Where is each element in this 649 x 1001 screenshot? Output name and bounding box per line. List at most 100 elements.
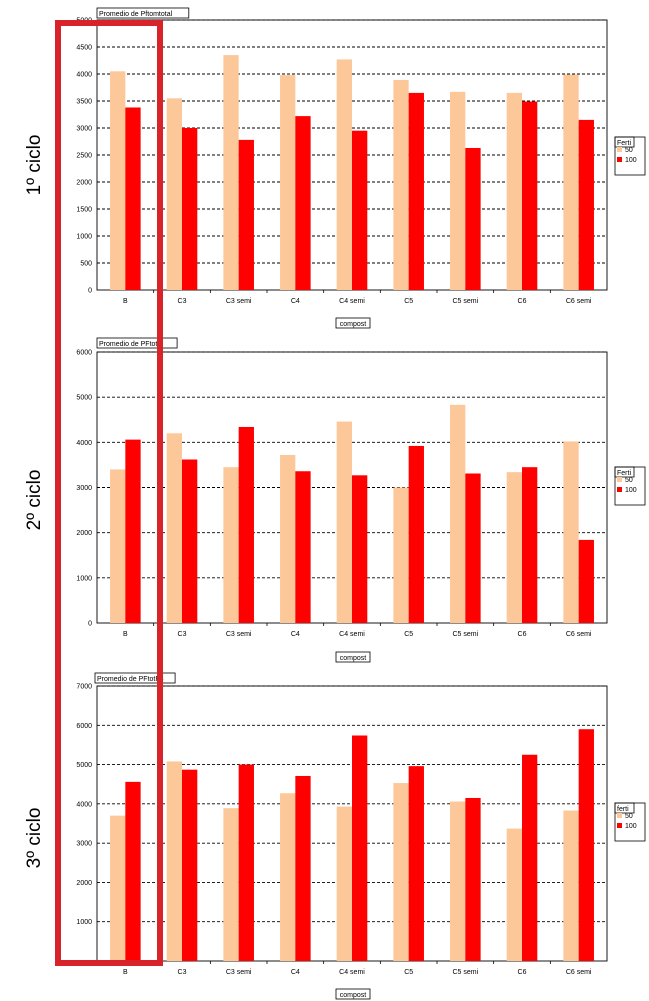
cycle-label: 2º ciclo <box>24 470 45 531</box>
bar-100-c6-semi <box>578 729 594 961</box>
x-tick-label: C6 <box>518 631 527 638</box>
chart-title: Promedio de PFtotF3 <box>97 676 164 683</box>
bar-50-c3 <box>166 761 182 961</box>
bar-50-c6-semi <box>563 810 579 961</box>
x-tick-label: C5 <box>404 298 413 305</box>
legend-title: ferti <box>617 806 629 813</box>
legend-swatch-50 <box>617 813 622 818</box>
x-axis-label-box <box>335 988 371 1000</box>
bar-100-c3-semi <box>238 764 254 961</box>
x-tick-label: C3 <box>178 631 187 638</box>
bar-100-c6-semi <box>578 539 594 623</box>
bar-100-c3 <box>182 769 198 961</box>
bar-100-c5 <box>408 92 424 291</box>
bar-50-c6-semi <box>563 441 579 623</box>
x-tick-label: C4 <box>291 298 300 305</box>
bar-50-c5-semi <box>450 801 466 961</box>
x-axis-label: compost <box>340 992 367 999</box>
bar-100-b <box>125 781 141 961</box>
y-tick-label: 3000 <box>76 485 92 492</box>
y-tick-label: 2000 <box>76 180 92 187</box>
y-tick-label: 3000 <box>76 126 92 133</box>
x-tick-label: C3 semi <box>226 631 252 638</box>
x-tick-label: C5 semi <box>452 631 478 638</box>
legend-swatch-50 <box>617 147 622 152</box>
legend-swatch-100 <box>617 487 622 492</box>
bar-100-c5-semi <box>465 473 481 623</box>
y-tick-label: 4500 <box>76 45 92 52</box>
bar-50-c5 <box>393 783 409 961</box>
bar-100-c4-semi <box>352 475 368 623</box>
bar-50-b <box>110 815 126 961</box>
bar-50-c4-semi <box>336 59 352 290</box>
bar-50-c3 <box>166 433 182 623</box>
chart-title-box <box>94 672 176 684</box>
bar-50-c6-semi <box>563 74 579 290</box>
x-tick-label: C3 semi <box>226 298 252 305</box>
bar-100-c3 <box>182 459 198 623</box>
x-tick-label: C6 <box>518 298 527 305</box>
legend-entry-50: 50 <box>625 477 633 484</box>
chart-title-box <box>96 7 190 19</box>
y-tick-label: 1500 <box>76 207 92 214</box>
bar-100-c6 <box>522 467 538 623</box>
bar-100-c5 <box>408 766 424 961</box>
bar-50-c4 <box>280 793 296 961</box>
bar-50-c6 <box>506 828 522 961</box>
bar-50-b <box>110 71 126 290</box>
bar-100-c4-semi <box>352 735 368 961</box>
bar-50-c5-semi <box>450 91 466 290</box>
bar-100-c3-semi <box>238 426 254 623</box>
bar-50-c6 <box>506 92 522 291</box>
legend-entry-50: 50 <box>625 147 633 154</box>
cycle-label: 3º ciclo <box>24 808 45 869</box>
bar-100-c4 <box>295 116 311 291</box>
y-tick-label: 0 <box>88 621 92 628</box>
x-tick-label: C4 <box>291 631 300 638</box>
x-tick-label: C3 <box>178 969 187 976</box>
x-tick-label: C3 semi <box>226 969 252 976</box>
bar-100-c6 <box>522 754 538 961</box>
x-axis-label: compost <box>340 655 367 662</box>
y-tick-label: 1000 <box>76 234 92 241</box>
chart-3: 3º ciclo Promedio de PFtotF3 1000 2000 3000 4… <box>24 672 646 1000</box>
y-tick-label: 3500 <box>76 99 92 106</box>
chart-1: 1º ciclo Promedio de Pftomtotal 0 500 1000 15… <box>24 7 646 329</box>
legend-entry-50: 50 <box>625 813 633 820</box>
bar-50-c5-semi <box>450 404 466 623</box>
x-tick-label: C5 <box>404 969 413 976</box>
y-tick-label: 5000 <box>76 395 92 402</box>
chart-2: 2º ciclo Promedio de PFtotf2 0 1000 2000 3000… <box>24 337 646 663</box>
bar-50-c4 <box>280 454 296 623</box>
bar-50-c4-semi <box>336 806 352 961</box>
bar-50-b <box>110 469 126 623</box>
legend-title: Ferti <box>617 140 631 147</box>
chart-title-box <box>96 337 178 349</box>
legend-swatch-100 <box>617 823 622 828</box>
y-tick-label: 500 <box>80 261 92 268</box>
y-tick-label: 4000 <box>76 440 92 447</box>
bar-100-c5 <box>408 445 424 623</box>
x-tick-label: C4 <box>291 969 300 976</box>
bar-100-b <box>125 439 141 623</box>
bar-50-c3-semi <box>223 55 239 290</box>
y-tick-label: 3000 <box>76 841 92 848</box>
y-tick-label: 2000 <box>76 530 92 537</box>
chart-title: Promedio de PFtotf2 <box>99 341 163 348</box>
x-axis-label: compost <box>340 321 367 328</box>
bar-100-b <box>125 107 141 290</box>
x-axis-label-box <box>335 317 371 329</box>
bar-50-c5 <box>393 487 409 623</box>
cycle-label: 1º ciclo <box>24 135 45 196</box>
x-tick-label: C6 semi <box>566 631 592 638</box>
bar-100-c5-semi <box>465 797 481 961</box>
x-tick-label: C6 semi <box>566 969 592 976</box>
x-axis-label-box <box>335 651 371 663</box>
x-tick-label: C4 semi <box>339 298 365 305</box>
y-tick-label: 1000 <box>76 919 92 926</box>
y-tick-label: 2000 <box>76 880 92 887</box>
y-tick-label: 2500 <box>76 153 92 160</box>
bar-50-c3 <box>166 98 182 290</box>
bar-50-c3-semi <box>223 467 239 623</box>
